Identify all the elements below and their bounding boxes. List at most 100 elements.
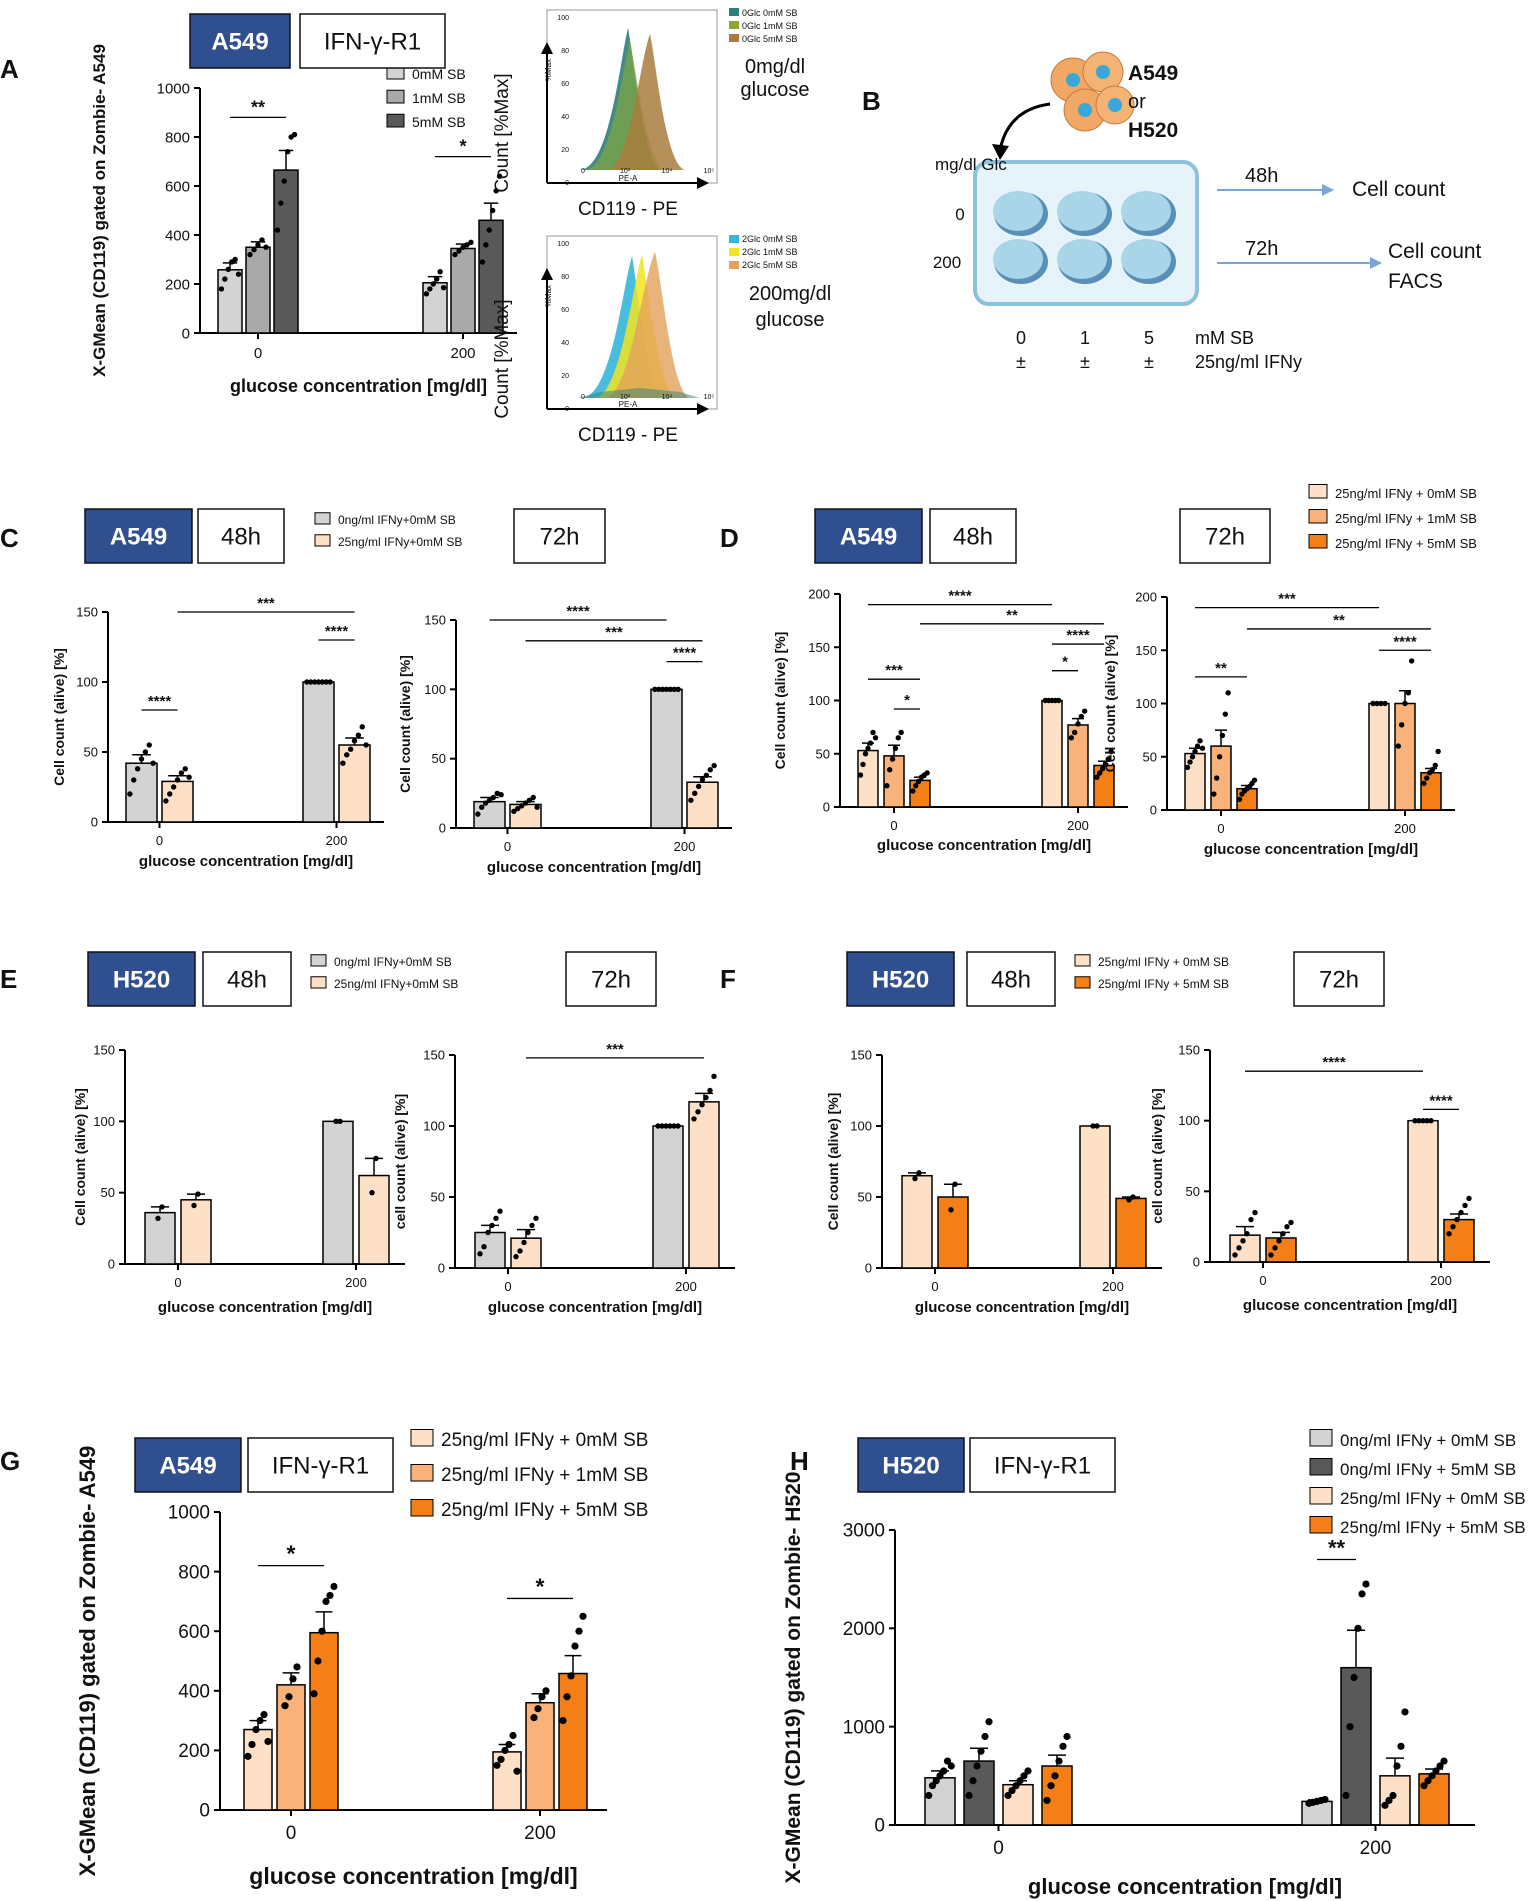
data-point-H (1389, 1791, 1397, 1800)
data-point-E72 (529, 1222, 535, 1229)
y-tick-label-C72: 100 (424, 682, 446, 697)
data-point-H (1401, 1708, 1409, 1716)
y-tick-label-H: 0 (874, 1816, 885, 1837)
data-point-D48 (1068, 735, 1075, 741)
legend-swatch-F48 (1074, 976, 1091, 989)
legend-swatch-E48 (310, 976, 327, 989)
data-point-E72 (667, 1123, 673, 1129)
legend-label-G: 25ng/ml IFNy + 1mM SB (441, 1465, 648, 1486)
data-point-D48 (860, 761, 866, 768)
data-point-E72 (485, 1229, 491, 1236)
data-point-E48 (337, 1118, 343, 1125)
y-axis-title-F48: Cell count (alive) [%] (825, 1093, 841, 1231)
ifn-plusminus: ± (1080, 352, 1090, 372)
data-point-E48 (191, 1202, 197, 1209)
significance-label-F72: **** (1429, 1092, 1453, 1109)
data-point-E48 (373, 1155, 379, 1162)
y-tick-label-C48: 100 (76, 675, 98, 690)
data-point-F48 (1126, 1197, 1132, 1203)
data-point-D72 (1216, 754, 1223, 760)
tag-G-0-box (134, 1437, 242, 1493)
data-point-H (1055, 1757, 1063, 1765)
tag-C48-0: A549 (110, 524, 167, 551)
y-tick-label-D48: 0 (823, 800, 830, 815)
data-point-C48 (363, 742, 369, 748)
significance-label-C48: *** (257, 595, 275, 612)
output-48h: Cell count (1352, 178, 1446, 201)
data-point-F72 (1272, 1245, 1278, 1251)
data-point-F72 (1416, 1117, 1422, 1124)
x-axis-title-C72: glucose concentration [mg/dl] (487, 859, 701, 876)
seeding-arrow (998, 102, 1051, 151)
data-point-G (285, 1693, 293, 1701)
data-point-C72 (490, 794, 497, 801)
data-point-G (530, 1714, 538, 1722)
tag-F48-0: H520 (872, 967, 929, 994)
bar-F48-1-0 (937, 1196, 969, 1269)
data-point-H (977, 1747, 985, 1755)
data-point-E48 (159, 1204, 165, 1210)
data-point-C72 (692, 790, 698, 797)
tag-F48-0-box (846, 951, 955, 1007)
facs-bottom-legend-swatch-0 (729, 235, 739, 243)
facs-top-x-arrow (697, 177, 709, 189)
x-tick-label-E48: 0 (174, 1275, 181, 1290)
panel-label-C: C (0, 523, 19, 553)
legend-label-H: 0ng/ml IFNy + 0mM SB (1340, 1431, 1516, 1450)
well (993, 239, 1043, 279)
tag-H-0-box (857, 1437, 965, 1493)
data-point-A (437, 269, 443, 275)
data-point-H (1420, 1782, 1428, 1790)
panel-label-D: D (720, 523, 739, 553)
data-point-C72 (659, 686, 666, 693)
data-point-E72 (655, 1123, 661, 1129)
bar-C48-1-1 (338, 744, 371, 823)
facs-bottom-legend: 2Glc 1mM SB (742, 247, 798, 257)
facs-top-tick-y: 40 (561, 114, 569, 121)
data-point-D48 (1078, 713, 1085, 720)
data-point-A (281, 178, 287, 184)
y-tick-label-E48: 100 (93, 1114, 115, 1129)
facs-top-tick-y: 60 (561, 81, 569, 88)
data-point-A (259, 237, 265, 243)
data-point-D72 (1194, 743, 1201, 749)
facs-bottom-legend: 2Glc 0mM SB (742, 234, 798, 244)
significance-label-A: ** (251, 97, 265, 117)
chart-H: 0 1000 2000 3000 0 200 ** X-GMean (CD119) gated… (782, 1429, 1526, 1899)
y-axis-title-E48: Cell count (alive) [%] (72, 1088, 88, 1226)
data-point-D72 (1424, 775, 1430, 781)
tag-C48-0-box (84, 508, 193, 564)
y-tick-label-F72: 100 (1178, 1113, 1200, 1128)
data-point-H (1428, 1772, 1436, 1780)
y-axis-title-D72: Cell count (alive) [%] (1102, 635, 1118, 773)
y-tick-label-E72: 150 (423, 1048, 445, 1063)
data-point-F72 (1240, 1238, 1246, 1244)
bar-D72-1-1 (1394, 702, 1416, 811)
data-point-H (1051, 1772, 1059, 1780)
data-point-E48 (369, 1189, 375, 1196)
data-point-G (493, 1761, 501, 1769)
seeding-arrowhead (992, 144, 1009, 160)
data-point-F72 (1244, 1231, 1250, 1237)
facs-top-curve-5mm (608, 34, 685, 170)
data-point-C72 (707, 767, 713, 773)
data-point-F72 (1446, 1231, 1452, 1237)
legend-label-A: 5mM SB (412, 114, 466, 130)
x-tick-label-G: 0 (286, 1823, 297, 1844)
data-point-D72 (1395, 743, 1402, 749)
bar-H-0-0 (924, 1777, 956, 1826)
sb-label: mM SB (1195, 328, 1254, 348)
y-tick-label-A: 0 (182, 325, 190, 342)
data-point-C72 (534, 804, 540, 810)
data-point-C48 (146, 742, 152, 748)
data-point-D72 (1421, 780, 1427, 787)
data-point-H (973, 1762, 981, 1770)
data-point-F48 (952, 1181, 958, 1187)
x-tick-label-F72: 200 (1430, 1273, 1452, 1288)
y-tick-label-E72: 0 (438, 1261, 445, 1276)
ifn-plusminus: ± (1144, 352, 1154, 372)
data-point-E72 (517, 1248, 523, 1254)
data-point-H (1321, 1795, 1329, 1804)
y-tick-label-F48: 100 (850, 1119, 872, 1134)
data-point-D72 (1211, 791, 1217, 797)
